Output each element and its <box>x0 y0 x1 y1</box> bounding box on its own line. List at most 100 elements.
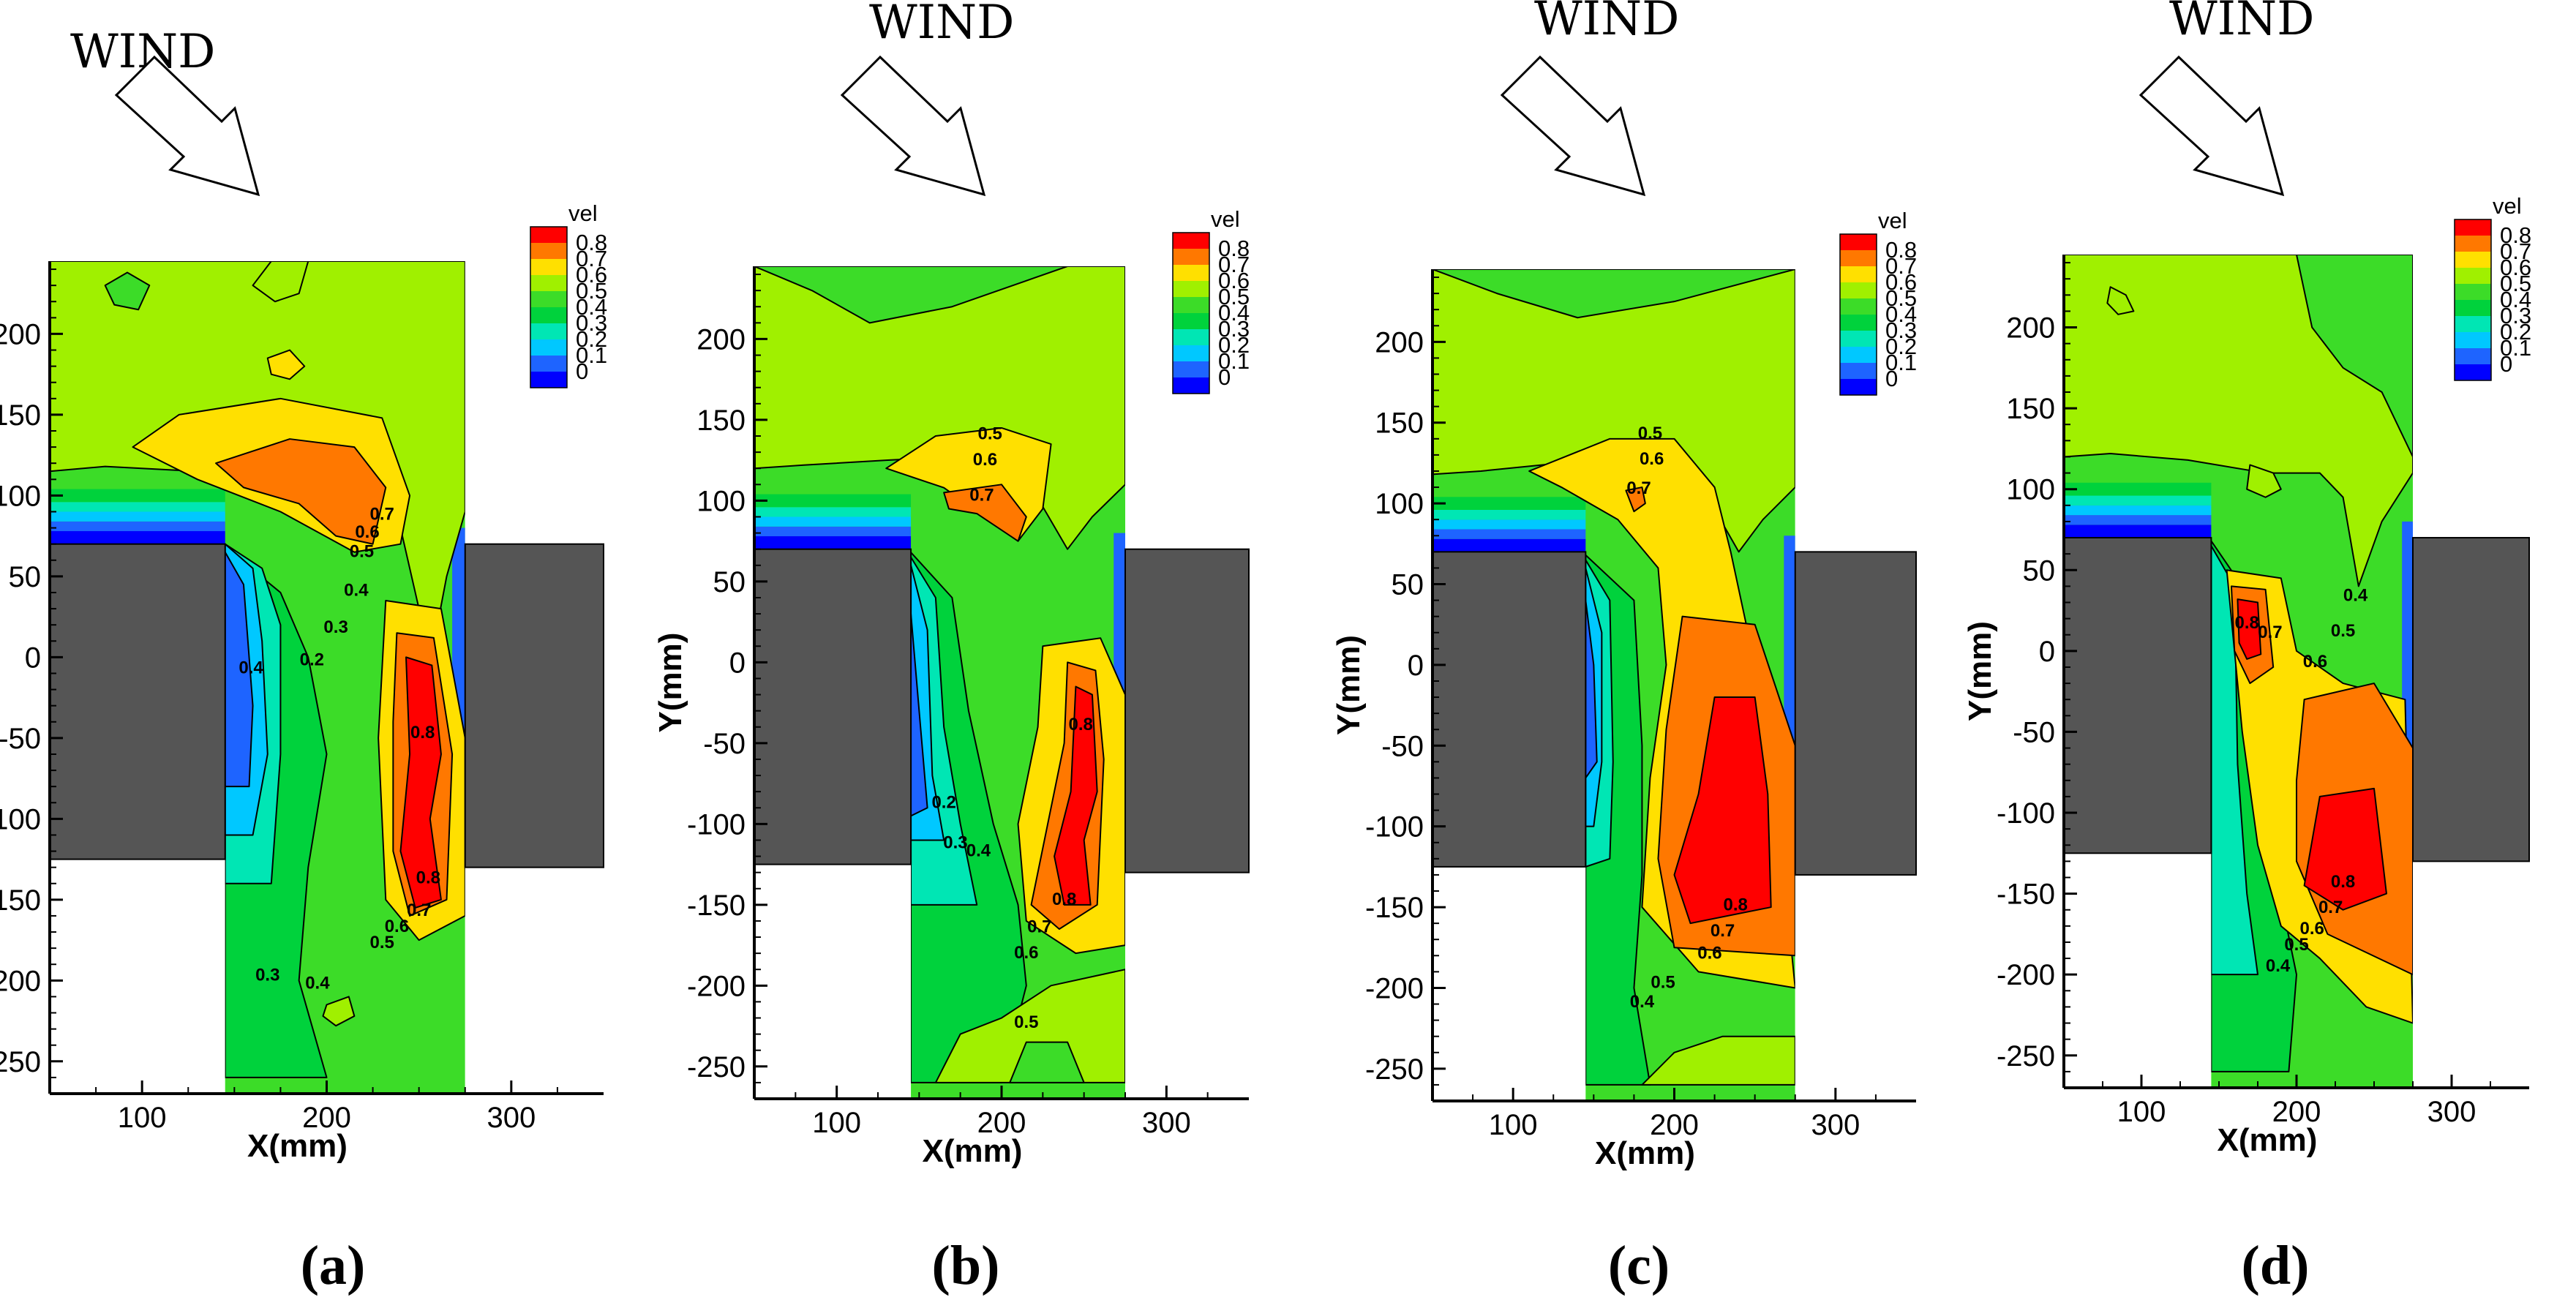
legend-level-label: 0.4 <box>2500 287 2531 312</box>
y-tick-label: 50 <box>1392 569 1424 601</box>
wind-arrow-icon <box>1500 55 1646 197</box>
y-tick-label: -50 <box>703 728 746 760</box>
panel-label: (c) <box>1608 1235 1670 1296</box>
contour-region <box>934 969 1125 1083</box>
wind-label: WIND <box>869 0 1014 50</box>
legend-title: vel <box>1211 206 1240 232</box>
contour-label: 0.2 <box>931 792 955 812</box>
y-tick-label: 0 <box>1408 650 1424 682</box>
legend-swatch <box>2455 316 2491 332</box>
legend-level-label: 0.1 <box>1885 350 1917 375</box>
contour-label: 0.8 <box>2234 613 2258 633</box>
y-tick-label: 100 <box>2006 474 2055 506</box>
y-tick-label: -150 <box>1997 879 2055 911</box>
y-tick-label: -100 <box>687 808 746 841</box>
y-axis-title: Y(mm) <box>1331 635 1367 735</box>
legend: vel 0.80.70.60.50.40.30.20.10 <box>1172 206 1250 394</box>
x-tick-label: 200 <box>1650 1109 1699 1141</box>
x-tick-label: 300 <box>1811 1109 1860 1141</box>
shear-band <box>754 494 912 508</box>
legend-title: vel <box>2493 193 2522 219</box>
contour-label: 0.5 <box>978 424 1002 443</box>
shear-band <box>2064 482 2212 496</box>
contour-label: 0.4 <box>2343 585 2368 605</box>
panel-b: WIND0.50.60.70.20.30.40.80.80.70.60.5100… <box>653 0 1250 1296</box>
legend-swatch <box>2455 284 2491 300</box>
x-axis-title: X(mm) <box>2218 1122 2318 1158</box>
contour-label: 0.8 <box>1724 895 1748 914</box>
legend-swatch <box>2455 332 2491 348</box>
building-left <box>49 543 226 860</box>
legend-swatch <box>1840 234 1877 250</box>
contour-region <box>2106 286 2135 315</box>
x-tick-label: 100 <box>1489 1109 1538 1141</box>
building-left <box>1432 551 1587 868</box>
contour-region <box>322 996 356 1027</box>
contour-region <box>2296 255 2413 458</box>
legend-level-label: 0.5 <box>2500 271 2531 296</box>
legend-swatch <box>530 227 567 243</box>
y-tick-label: 100 <box>696 485 746 517</box>
panel-a: WIND0.70.60.50.40.30.20.40.80.80.70.60.5… <box>0 25 607 1296</box>
y-tick-label: -150 <box>687 890 746 922</box>
legend-swatch <box>530 372 567 388</box>
building-right <box>1794 551 1917 876</box>
building-left <box>754 548 912 865</box>
y-tick-label: -50 <box>2013 716 2055 748</box>
legend-level-label: 0.2 <box>1885 334 1917 359</box>
shear-band <box>1432 509 1586 520</box>
contour-label: 0.7 <box>2318 898 2343 917</box>
legend-level-label: 0 <box>576 358 588 384</box>
contour-label: 0.8 <box>1052 890 1076 909</box>
legend-level-label: 0 <box>2500 351 2512 377</box>
contour-label: 0.4 <box>305 973 330 993</box>
y-tick-label: -200 <box>0 965 41 997</box>
legend-level-label: 0.3 <box>576 310 607 336</box>
legend-swatch <box>1173 313 1209 329</box>
y-tick-label: -250 <box>1997 1040 2055 1072</box>
legend-level-label: 0.7 <box>1885 253 1917 279</box>
contour-label: 0.7 <box>969 485 994 505</box>
y-tick-label: -50 <box>1381 730 1424 762</box>
legend-level-label: 0.4 <box>1885 301 1917 327</box>
legend-level-label: 0.6 <box>1218 268 1250 293</box>
legend-frame <box>2454 219 2492 381</box>
shear-band <box>754 507 912 517</box>
y-tick-label: 200 <box>2006 312 2055 345</box>
legend-frame <box>530 226 568 388</box>
legend-swatch <box>2455 348 2491 364</box>
legend-swatch <box>1173 265 1209 281</box>
shear-band <box>2064 505 2212 516</box>
legend-swatch <box>1840 331 1877 347</box>
shear-band <box>754 536 912 549</box>
shear-band <box>2064 515 2212 525</box>
legend-swatch <box>1840 282 1877 298</box>
legend-level-label: 0.7 <box>2500 238 2531 264</box>
y-tick-label: 100 <box>0 480 41 512</box>
contour-label: 0.4 <box>966 841 991 861</box>
y-tick-label: -150 <box>0 884 41 917</box>
contour-label: 0.8 <box>1068 715 1092 734</box>
legend-swatch <box>1173 297 1209 313</box>
legend: vel 0.80.70.60.50.40.30.20.10 <box>530 200 607 388</box>
contour-label: 0.6 <box>973 450 997 470</box>
x-tick-label: 200 <box>977 1107 1026 1139</box>
legend-swatch <box>1173 377 1209 394</box>
contour-region <box>1054 685 1098 906</box>
y-tick-label: -250 <box>0 1046 41 1078</box>
y-tick-label: 0 <box>2039 636 2055 668</box>
x-axis-title: X(mm) <box>247 1128 348 1164</box>
legend-level-label: 0.5 <box>1885 285 1917 311</box>
shear-band <box>50 531 225 544</box>
building-left <box>2063 537 2212 854</box>
wind-label: WIND <box>1534 0 1679 46</box>
contour-label: 0.6 <box>2303 652 2327 672</box>
legend-swatch <box>2455 252 2491 268</box>
legend-swatch <box>1840 266 1877 282</box>
legend-level-label: 0.8 <box>576 230 607 255</box>
contour-region <box>266 349 306 380</box>
y-tick-label: -100 <box>1997 797 2055 830</box>
y-tick-label: -50 <box>0 723 41 755</box>
